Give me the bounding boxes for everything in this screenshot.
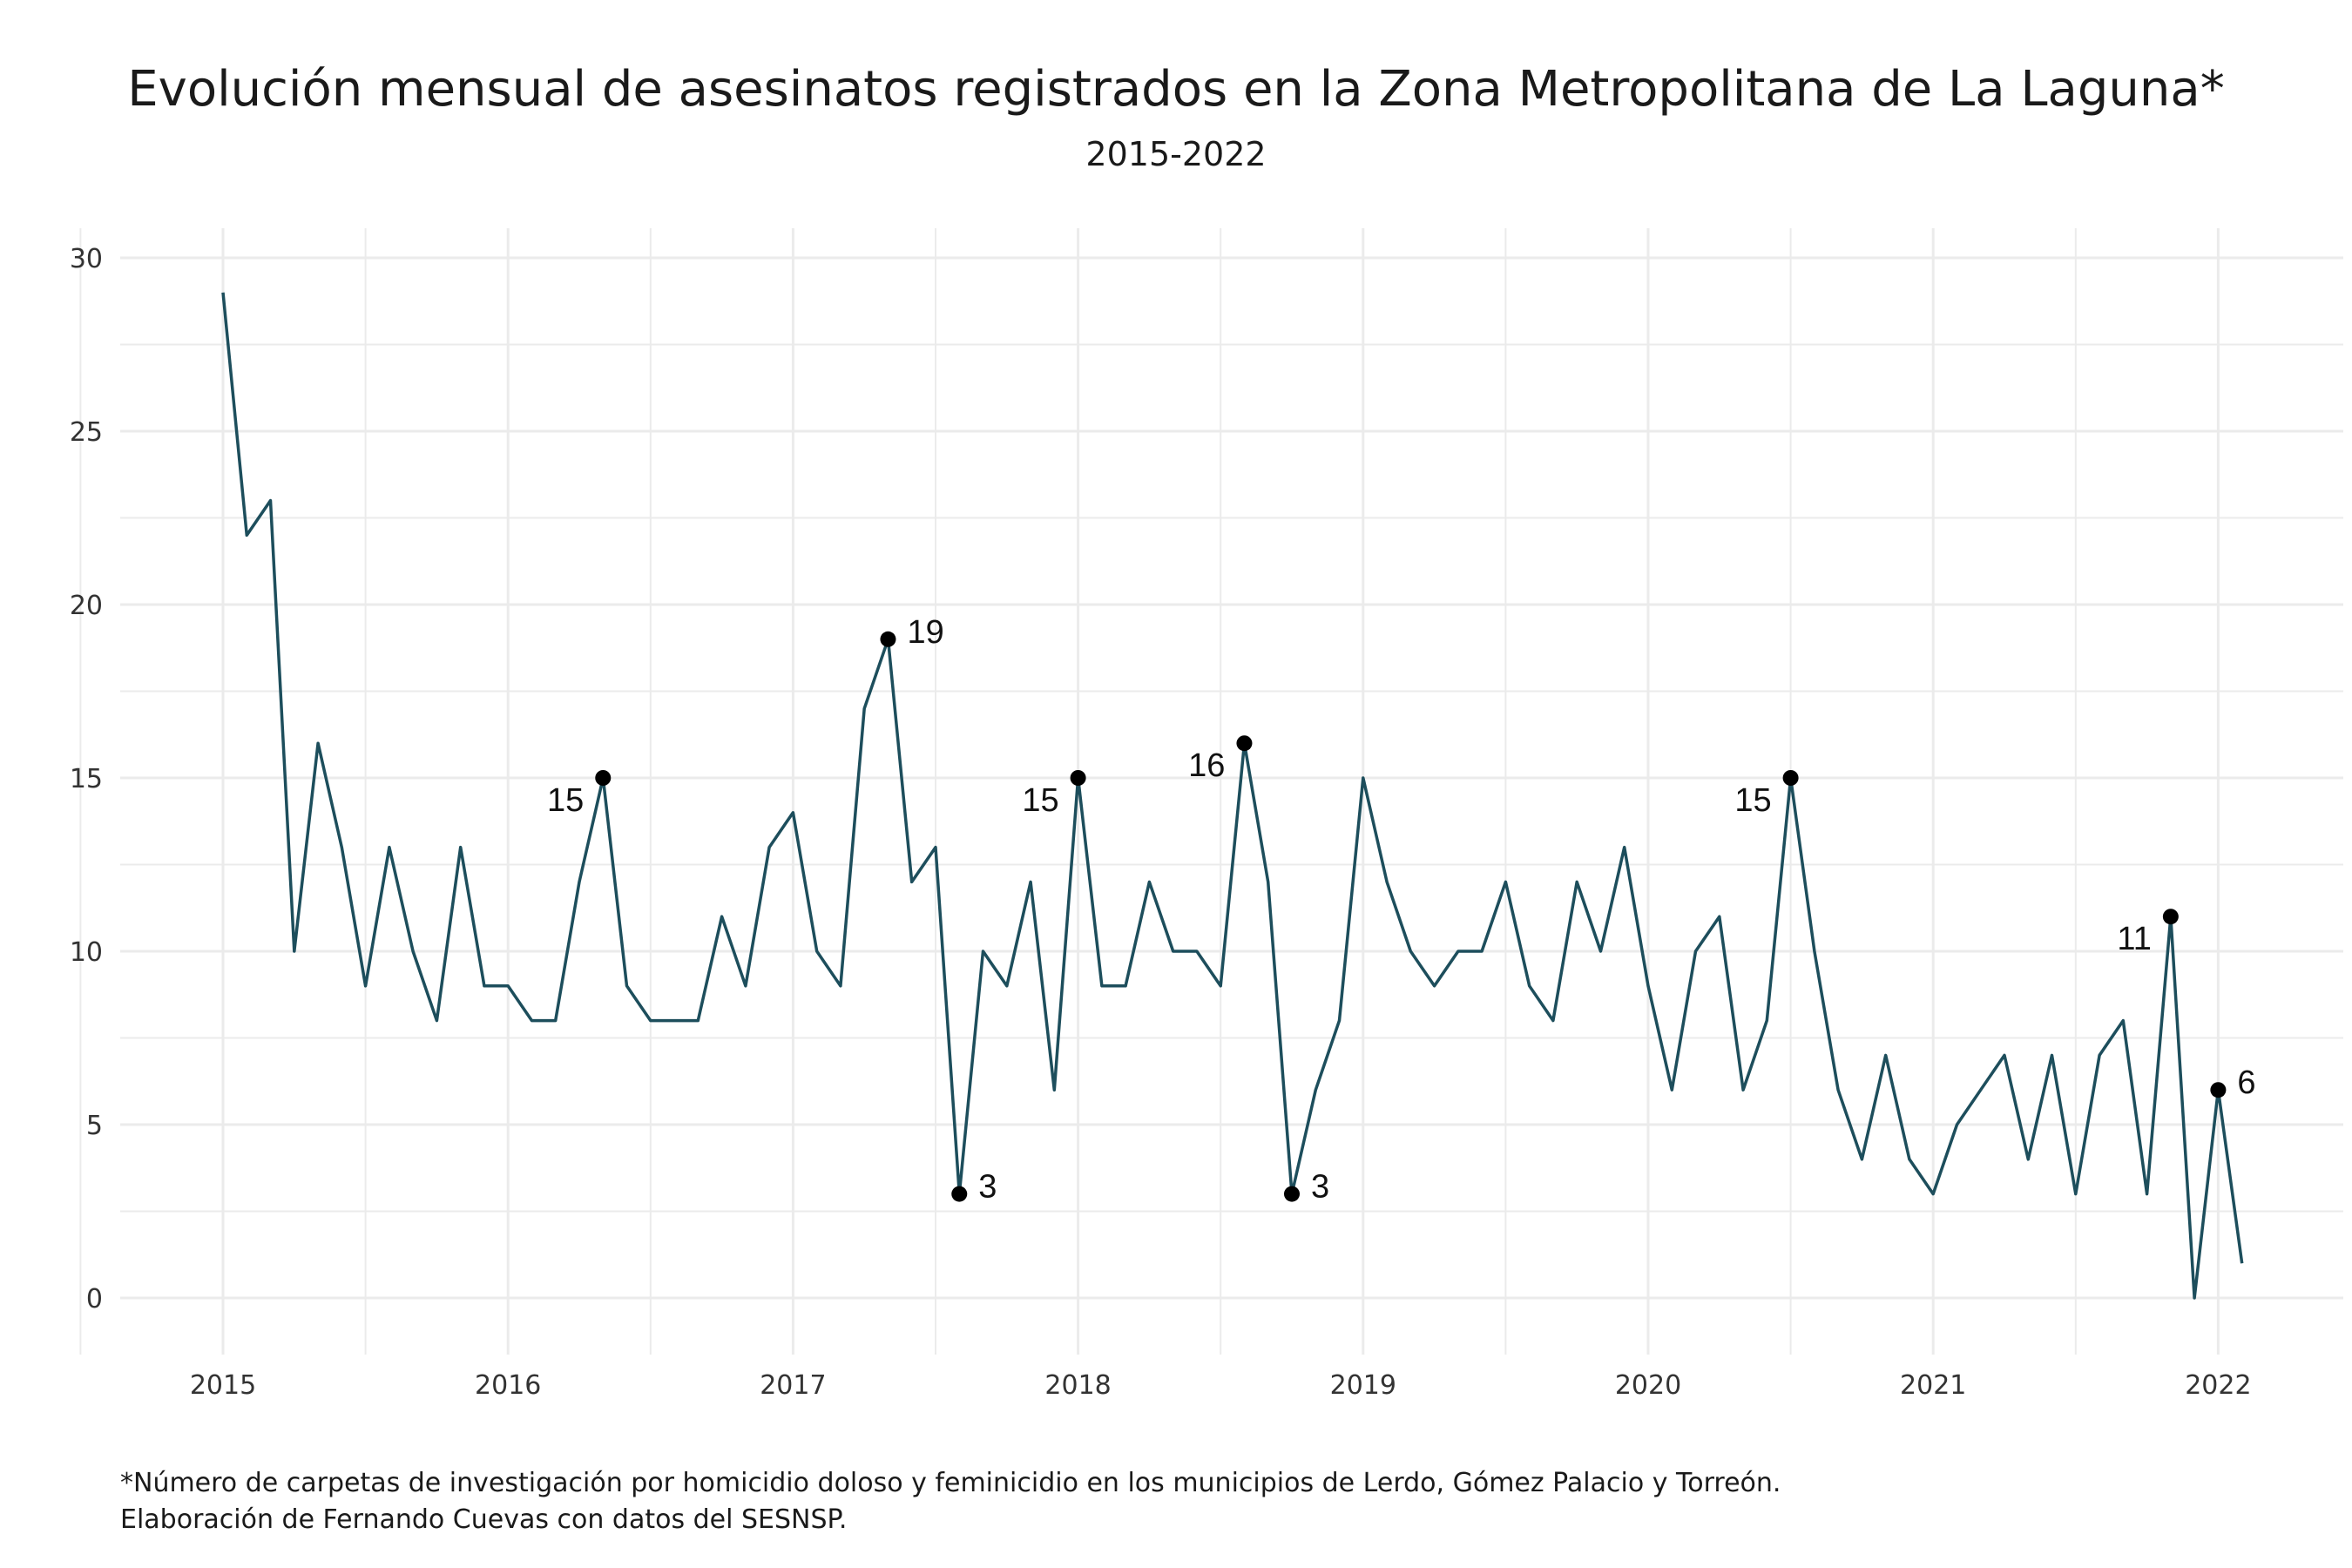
x-tick-label: 2018 xyxy=(1044,1370,1111,1401)
y-tick-label: 5 xyxy=(86,1111,103,1141)
point-value-label: 6 xyxy=(2237,1064,2255,1101)
highlight-point xyxy=(1782,770,1799,786)
series-line xyxy=(221,292,2244,1300)
point-value-label: 16 xyxy=(1188,747,1225,784)
highlight-point xyxy=(951,1186,968,1202)
chart-title: Evolución mensual de asesinatos registra… xyxy=(127,61,2225,118)
highlight-point xyxy=(1284,1186,1300,1202)
y-tick-label: 0 xyxy=(86,1284,103,1315)
y-tick-label: 15 xyxy=(70,764,103,794)
x-tick-label: 2020 xyxy=(1615,1370,1681,1401)
footnote-source-definition: *Número de carpetas de investigación por… xyxy=(120,1468,1781,1498)
x-tick-label: 2021 xyxy=(1900,1370,1966,1401)
highlight-point xyxy=(2210,1082,2227,1098)
highlight-point xyxy=(880,631,896,647)
point-value-label: 19 xyxy=(907,614,943,651)
annotation-points: 15 19 3 15 16 3 15 11 6 xyxy=(547,614,2256,1206)
x-tick-label: 2015 xyxy=(190,1370,256,1401)
point-value-label: 11 xyxy=(2117,921,2151,957)
major-gridlines xyxy=(120,228,2343,1355)
y-tick-label: 25 xyxy=(70,417,103,448)
highlight-point xyxy=(1070,770,1086,786)
highlight-point xyxy=(2162,909,2179,925)
line-chart: 0 5 10 15 20 25 30 2015 2016 2017 2018 2019 2020 202… xyxy=(70,228,2343,1401)
y-tick-label: 20 xyxy=(70,591,103,621)
point-value-label: 3 xyxy=(978,1169,997,1206)
point-value-label: 3 xyxy=(1311,1169,1329,1206)
x-tick-label: 2019 xyxy=(1330,1370,1396,1401)
x-tick-label: 2017 xyxy=(760,1370,826,1401)
y-tick-label: 10 xyxy=(70,937,103,968)
x-axis-tick-labels: 2015 2016 2017 2018 2019 2020 2021 2022 xyxy=(190,1370,2252,1401)
point-value-label: 15 xyxy=(547,782,584,819)
series-line-group xyxy=(221,292,2244,1300)
highlight-point xyxy=(595,770,612,786)
point-value-label: 15 xyxy=(1734,782,1771,819)
y-tick-label: 30 xyxy=(70,244,103,274)
chart-subtitle: 2015-2022 xyxy=(1085,135,1267,173)
x-tick-label: 2016 xyxy=(475,1370,541,1401)
highlight-point xyxy=(1236,735,1253,752)
y-axis-tick-labels: 0 5 10 15 20 25 30 xyxy=(70,244,103,1315)
minor-gridlines xyxy=(79,228,2343,1355)
point-value-label: 15 xyxy=(1022,782,1058,819)
footnote-credit: Elaboración de Fernando Cuevas con datos… xyxy=(120,1504,848,1535)
x-tick-label: 2022 xyxy=(2185,1370,2251,1401)
